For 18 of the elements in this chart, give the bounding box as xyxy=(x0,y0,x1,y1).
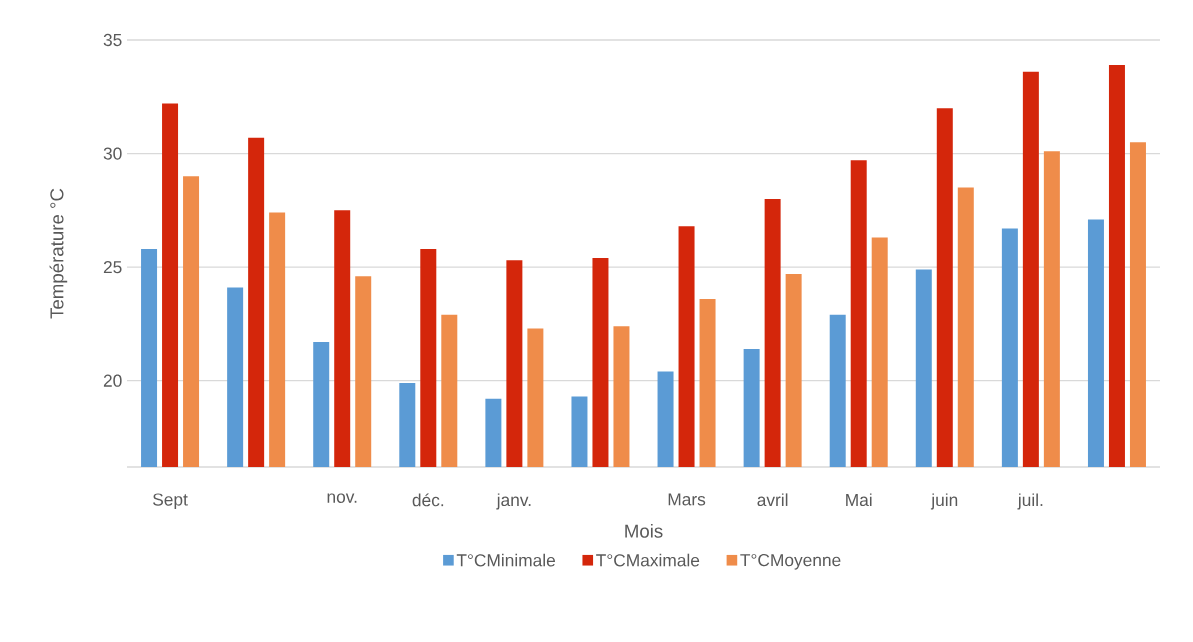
x-tick-label: Mars xyxy=(668,493,706,506)
x-tick-label: nov. xyxy=(327,493,357,503)
y-tick-label: 20 xyxy=(103,374,122,387)
x-tick-label: Sept xyxy=(153,493,188,510)
x-tick-label: janv. xyxy=(496,493,531,510)
y-tick-label: 25 xyxy=(103,260,122,274)
x-tick-label: juin xyxy=(930,493,958,510)
x-tick-label: juil. xyxy=(1017,493,1043,510)
y-tick-label: 35 xyxy=(103,33,122,47)
x-tick-label: avril xyxy=(757,493,788,507)
legend-label: T°CMinimale xyxy=(456,553,555,567)
x-axis-title: Mois xyxy=(625,524,663,538)
x-tick-label: déc. xyxy=(412,493,444,507)
y-axis-title: Température °C xyxy=(49,188,68,319)
legend-label: T°CMoyenne xyxy=(740,553,841,570)
y-tick-label: 30 xyxy=(103,147,122,160)
legend-label: T°CMaximale xyxy=(596,553,700,567)
x-tick-label: Mai xyxy=(846,493,872,507)
